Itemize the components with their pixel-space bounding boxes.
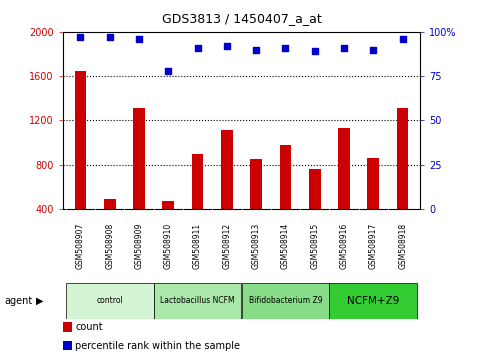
Text: GDS3813 / 1450407_a_at: GDS3813 / 1450407_a_at: [162, 12, 321, 25]
Text: GSM508910: GSM508910: [164, 223, 173, 269]
Text: NCFM+Z9: NCFM+Z9: [347, 296, 399, 306]
Text: GSM508908: GSM508908: [105, 223, 114, 269]
Bar: [74, 70, 86, 253]
Point: [340, 45, 348, 51]
Point: [76, 34, 84, 40]
Text: percentile rank within the sample: percentile rank within the sample: [75, 341, 241, 350]
Bar: [154, 283, 242, 319]
Point: [252, 47, 260, 52]
Text: GSM508911: GSM508911: [193, 223, 202, 269]
Text: GSM508914: GSM508914: [281, 223, 290, 269]
Point: [369, 47, 377, 52]
Point: [164, 68, 172, 74]
Text: GSM508915: GSM508915: [310, 223, 319, 269]
Bar: [397, 108, 409, 253]
Bar: [338, 128, 350, 253]
Point: [135, 36, 143, 42]
Bar: [242, 283, 329, 319]
Bar: [221, 130, 233, 253]
Bar: [280, 145, 291, 253]
Text: control: control: [96, 296, 123, 306]
Text: Lactobacillus NCFM: Lactobacillus NCFM: [160, 296, 235, 306]
Bar: [309, 169, 321, 253]
Text: ▶: ▶: [36, 296, 44, 306]
Text: GSM508918: GSM508918: [398, 223, 407, 269]
Text: GSM508909: GSM508909: [134, 223, 143, 269]
Bar: [66, 283, 154, 319]
Text: GSM508907: GSM508907: [76, 223, 85, 269]
Bar: [250, 159, 262, 253]
Bar: [329, 283, 417, 319]
Text: GSM508912: GSM508912: [222, 223, 231, 269]
Text: GSM508917: GSM508917: [369, 223, 378, 269]
Bar: [63, 322, 71, 332]
Text: agent: agent: [5, 296, 33, 306]
Point: [106, 34, 114, 40]
Text: count: count: [75, 322, 103, 332]
Bar: [133, 108, 145, 253]
Bar: [63, 341, 71, 350]
Text: Bifidobacterium Z9: Bifidobacterium Z9: [249, 296, 322, 306]
Text: GSM508916: GSM508916: [340, 223, 349, 269]
Bar: [104, 199, 115, 253]
Point: [282, 45, 289, 51]
Point: [223, 43, 231, 49]
Bar: [162, 201, 174, 253]
Bar: [368, 158, 379, 253]
Point: [399, 36, 407, 42]
Point: [194, 45, 201, 51]
Point: [311, 48, 319, 54]
Text: GSM508913: GSM508913: [252, 223, 261, 269]
Bar: [192, 154, 203, 253]
